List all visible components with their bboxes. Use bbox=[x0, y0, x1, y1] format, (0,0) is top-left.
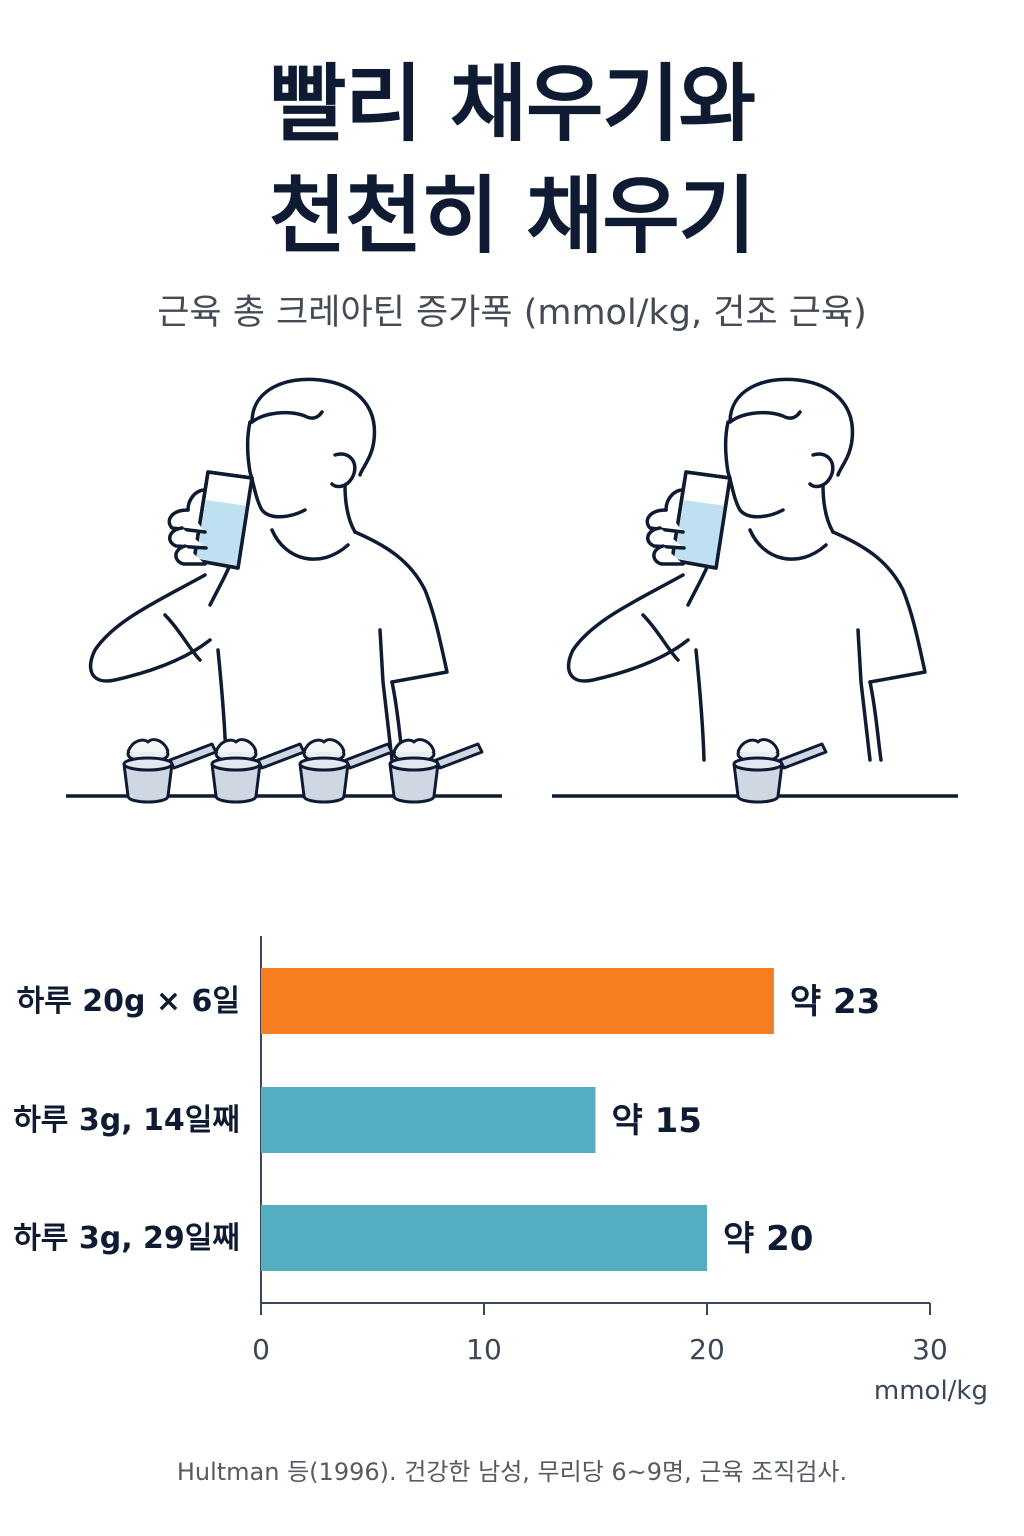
bar-chart: 0 10 20 30 mmol/kg 하루 20g × 6일 약 23 하루 3g, 14일째… bbox=[13, 936, 988, 1406]
title-line-2: 천천히 채우기 bbox=[269, 167, 756, 265]
category-label-3: 하루 3g, 29일째 bbox=[13, 1221, 240, 1256]
illustrations bbox=[66, 377, 958, 804]
x-tick-label-1: 10 bbox=[466, 1333, 502, 1366]
category-label-1: 하루 20g × 6일 bbox=[17, 984, 240, 1019]
value-label-2: 약 15 bbox=[612, 1101, 702, 1141]
value-label-3: 약 20 bbox=[723, 1219, 813, 1259]
footnote: Hultman 등(1996). 건강한 남성, 무리당 6~9명, 근육 조직… bbox=[176, 1458, 848, 1486]
bar-2 bbox=[261, 1087, 596, 1153]
value-label-1: 약 23 bbox=[790, 982, 880, 1022]
x-axis-label: mmol/kg bbox=[874, 1376, 988, 1406]
scoop-1-right bbox=[732, 738, 828, 804]
x-tick-label-3: 30 bbox=[912, 1333, 948, 1366]
title-line-1: 빨리 채우기와 bbox=[269, 55, 756, 153]
scoop-2-left bbox=[210, 738, 306, 804]
bar-1 bbox=[261, 968, 774, 1034]
page-title: 빨리 채우기와 천천히 채우기 bbox=[0, 48, 1024, 272]
bar-3 bbox=[261, 1205, 707, 1271]
x-tick-label-2: 20 bbox=[689, 1333, 725, 1366]
person-slow-loading bbox=[566, 377, 927, 762]
x-tick-label-0: 0 bbox=[252, 1333, 270, 1366]
scoop-1-left bbox=[122, 738, 218, 804]
subtitle: 근육 총 크레아틴 증가폭 (mmol/kg, 건조 근육) bbox=[157, 293, 867, 333]
category-label-2: 하루 3g, 14일째 bbox=[13, 1103, 240, 1138]
scoop-4-left bbox=[388, 738, 484, 804]
scoop-3-left bbox=[298, 738, 394, 804]
person-fast-loading bbox=[88, 377, 449, 762]
